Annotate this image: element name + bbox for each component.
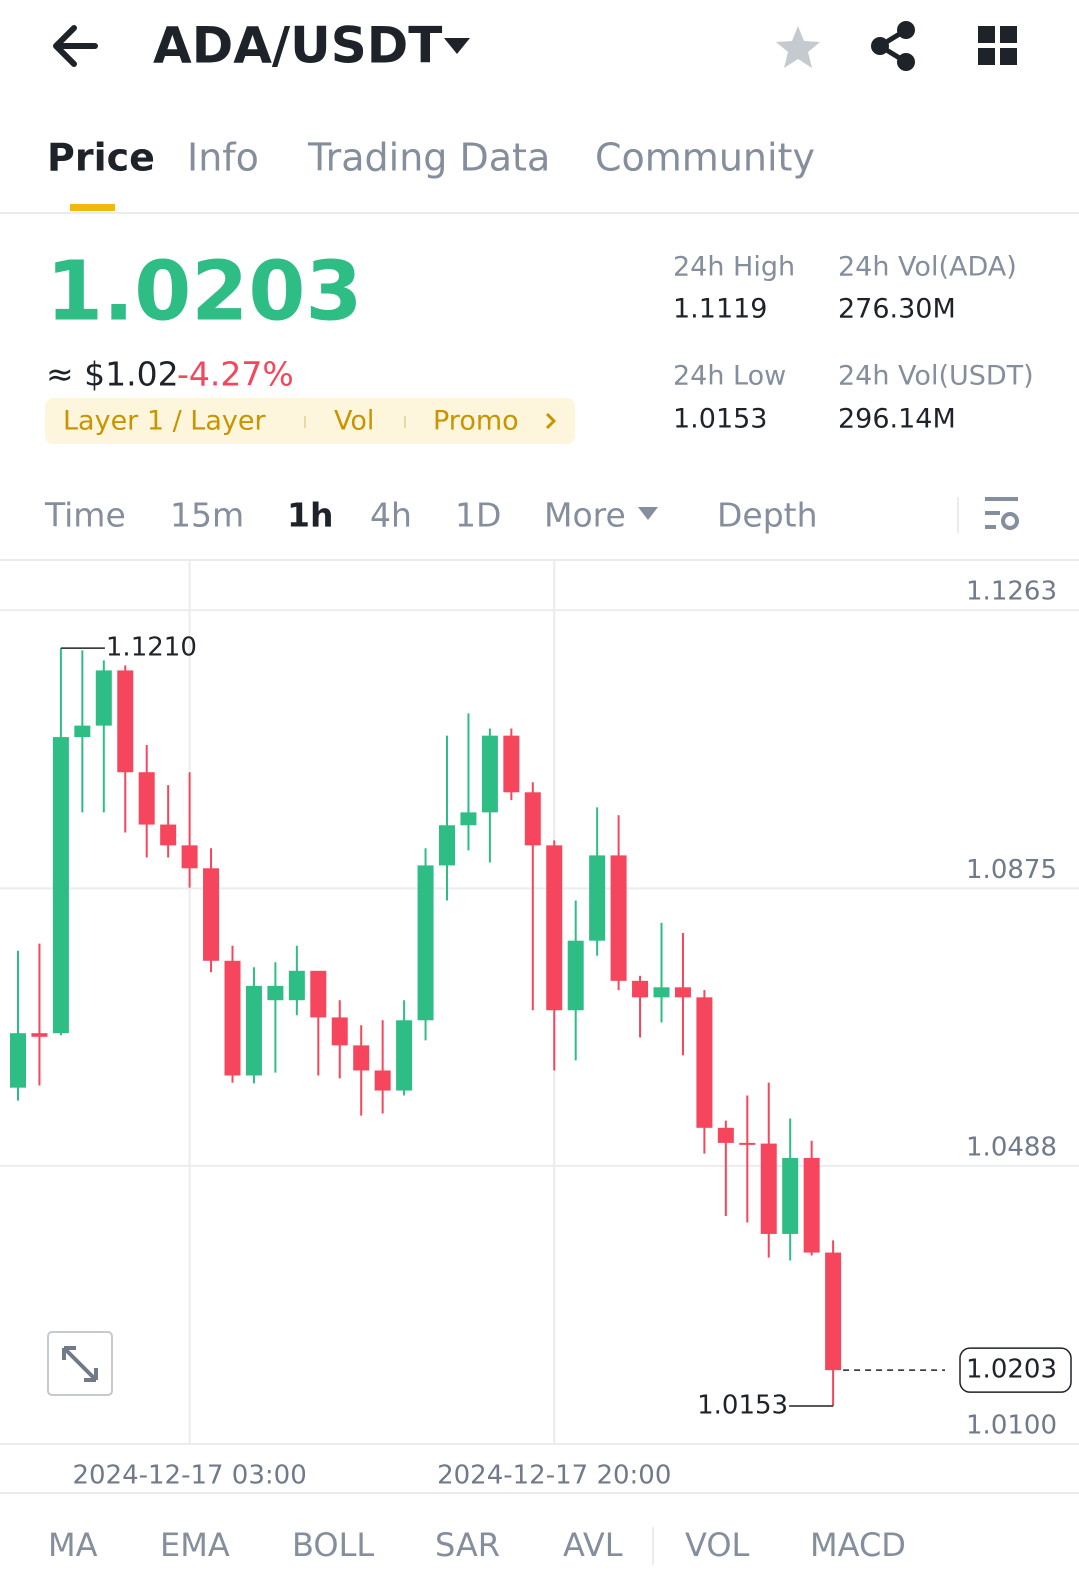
fiat-price: ≈ $1.02	[46, 355, 179, 394]
expand-button[interactable]	[47, 1331, 113, 1396]
low-label: 1.0153	[697, 1391, 788, 1421]
candle-body	[717, 1127, 734, 1143]
chart: 1.0100 1.0488 1.0875 1.1263 2024-12-17 03:00…	[0, 560, 1079, 1491]
tag-arrow	[545, 412, 557, 430]
candle-body	[160, 824, 177, 846]
candle-body	[396, 1020, 413, 1091]
candle-body	[10, 1033, 26, 1088]
candle-body	[696, 997, 713, 1128]
candle-body	[760, 1143, 777, 1234]
candle-body	[503, 735, 520, 793]
candle-body	[825, 1252, 842, 1371]
candle-body	[460, 812, 477, 826]
y-tick-label: 1.0100	[966, 1411, 1057, 1441]
y-tick-label: 1.1263	[966, 577, 1057, 607]
stat-value: 1.0153	[673, 404, 767, 435]
favorite-star[interactable]	[776, 26, 820, 68]
indicator[interactable]: SAR	[435, 1526, 500, 1564]
interval[interactable]: 1h	[287, 496, 333, 535]
candle-body	[52, 737, 69, 1034]
candle-body	[632, 980, 649, 998]
interval[interactable]: Depth	[717, 496, 818, 535]
indicator[interactable]: EMA	[160, 1526, 230, 1564]
back-button[interactable]	[53, 25, 98, 67]
indicator[interactable]: MA	[48, 1526, 98, 1564]
indicator[interactable]: BOLL	[292, 1526, 374, 1564]
last-price-box	[959, 1347, 1072, 1393]
interval[interactable]: 1D	[455, 496, 501, 535]
candle-body	[181, 845, 198, 869]
candle-body	[374, 1070, 391, 1091]
candle-body	[203, 868, 220, 961]
interval[interactable]: 15m	[170, 496, 244, 535]
high-label: 1.1210	[106, 633, 197, 663]
last-price: 1.0203	[46, 244, 362, 339]
stat-label: 24h Vol(ADA)	[838, 252, 1017, 283]
candle-body	[95, 670, 112, 726]
candle-body	[417, 865, 434, 1021]
price-change: -4.27%	[177, 355, 294, 394]
interval[interactable]: More	[544, 496, 626, 535]
candle-body	[353, 1045, 370, 1071]
stat-value: 276.30M	[838, 294, 956, 325]
candle-body	[138, 772, 155, 825]
candle-body	[546, 845, 563, 1011]
tag-bar[interactable]	[45, 398, 575, 444]
x-tick-label: 2024-12-17 20:00	[437, 1461, 671, 1491]
candle-body	[31, 1033, 48, 1037]
interval[interactable]: Time	[44, 496, 126, 535]
candle-body	[674, 987, 691, 998]
candle-body	[524, 792, 541, 846]
pair-title[interactable]: ADA/USDT	[153, 17, 442, 75]
candle-body	[331, 1017, 348, 1046]
candle-body	[288, 970, 305, 1001]
indicator[interactable]: MACD	[810, 1526, 906, 1564]
more-dropdown	[638, 507, 658, 520]
tab[interactable]: Community	[595, 136, 815, 180]
indicator[interactable]: VOL	[685, 1526, 750, 1564]
candle-body	[74, 725, 91, 738]
candle-body	[224, 960, 241, 1076]
stat-value: 1.1119	[673, 294, 767, 325]
y-tick-label: 1.0875	[966, 855, 1057, 885]
tag[interactable]: Layer 1 / Layer	[63, 406, 266, 437]
candle-body	[310, 970, 327, 1018]
pair-dropdown[interactable]	[444, 38, 470, 54]
candle-body	[653, 987, 670, 998]
candle-body	[610, 855, 627, 981]
indicator[interactable]: AVL	[563, 1526, 623, 1564]
candle-body	[589, 855, 606, 941]
y-tick-label: 1.0488	[966, 1132, 1057, 1162]
stat-label: 24h High	[673, 252, 795, 283]
tab[interactable]: Price	[47, 136, 155, 180]
candle-body	[267, 985, 284, 1001]
candle-body	[739, 1142, 756, 1145]
stat-label: 24h Low	[673, 361, 786, 392]
candle-body	[803, 1157, 820, 1253]
tab[interactable]: Trading Data	[307, 136, 550, 180]
candle-body	[481, 735, 498, 813]
stat-label: 24h Vol(USDT)	[838, 361, 1034, 392]
chart-settings[interactable]	[985, 497, 1019, 530]
candle-body	[245, 985, 262, 1076]
candle-body	[117, 670, 134, 773]
tag[interactable]: Vol	[334, 406, 374, 437]
share-button[interactable]	[871, 21, 915, 71]
tag[interactable]: Promo	[433, 406, 519, 437]
tab-indicator	[70, 204, 115, 211]
grid-menu[interactable]	[978, 26, 1017, 65]
x-tick-label: 2024-12-17 03:00	[72, 1461, 306, 1491]
tab[interactable]: Info	[187, 136, 259, 180]
candle-body	[439, 825, 455, 866]
candle-body	[567, 940, 584, 1011]
interval[interactable]: 4h	[370, 496, 412, 535]
last-price-label: 1.0203	[966, 1355, 1057, 1385]
candle-body	[782, 1157, 799, 1234]
stat-value: 296.14M	[838, 404, 956, 435]
